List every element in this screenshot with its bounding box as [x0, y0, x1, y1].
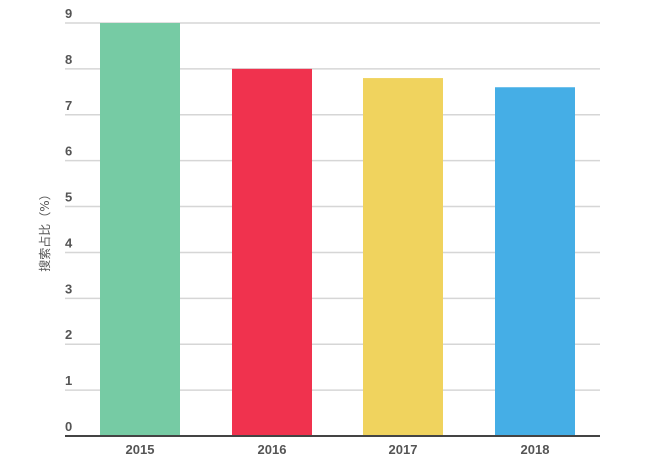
y-tick-label: 2	[65, 327, 72, 342]
y-tick-label: 5	[65, 190, 72, 205]
bar-2017	[363, 78, 443, 437]
y-tick-label: 8	[65, 52, 72, 67]
y-tick-label: 9	[65, 6, 72, 21]
bar-2015	[100, 23, 180, 436]
y-tick-labels: 0 1 2 3 4 5 6 7 8 9	[65, 6, 73, 434]
y-tick-label: 3	[65, 281, 72, 296]
y-axis-label: 搜索占比（%）	[37, 188, 52, 271]
bar-2016	[232, 68, 312, 436]
bars	[100, 23, 575, 437]
x-tick-label: 2015	[126, 442, 155, 457]
x-tick-label: 2018	[521, 442, 550, 457]
bar-2018	[495, 87, 575, 436]
y-tick-label: 7	[65, 98, 72, 113]
x-tick-labels: 2015 2016 2017 2018	[126, 442, 550, 457]
y-tick-label: 1	[65, 373, 72, 388]
x-tick-label: 2016	[258, 442, 287, 457]
y-tick-label: 4	[65, 235, 73, 250]
y-tick-label: 6	[65, 144, 72, 159]
y-tick-label: 0	[65, 419, 72, 434]
x-tick-label: 2017	[389, 442, 418, 457]
